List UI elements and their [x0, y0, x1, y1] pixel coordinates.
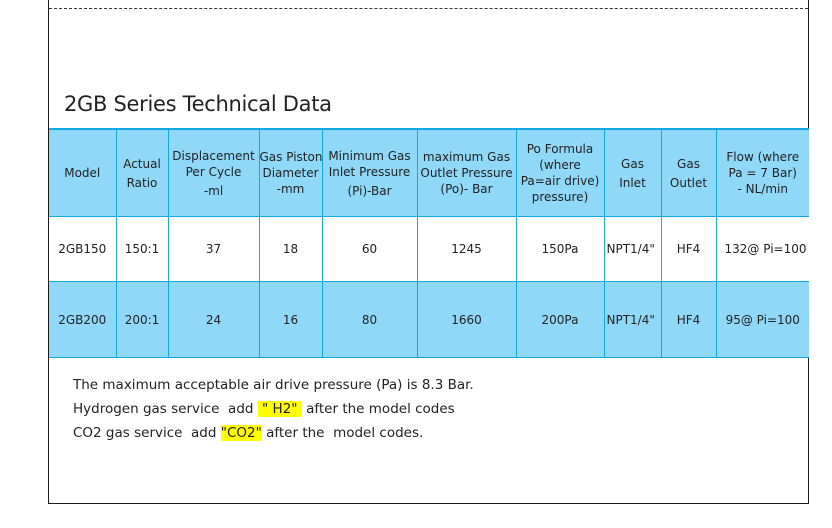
- header-piston-diameter: Gas Piston Diameter -mm: [258, 128, 323, 217]
- header-po-formula: Po Formula (where Pa=air drive) pressure…: [515, 128, 605, 217]
- header-model: Model: [49, 128, 117, 217]
- dashed-divider: [49, 8, 808, 9]
- cell-model: 2GB150: [49, 216, 117, 282]
- cell-flow: 132@ Pi=100: [715, 216, 809, 282]
- cell-min-inlet: 80: [321, 281, 418, 358]
- table-row: 2GB200 200:1 24 16 80 1660 200Pa NPT1/4"…: [49, 281, 809, 358]
- note-hydrogen-service: Hydrogen gas service add " H2" after the…: [73, 401, 455, 417]
- cell-displacement: 24: [167, 281, 260, 358]
- cell-po-formula: 200Pa: [515, 281, 605, 358]
- table-header-row: Model Actual Ratio Displacement Per Cycl…: [49, 128, 809, 217]
- header-actual-ratio: Actual Ratio: [115, 128, 169, 217]
- section-title: 2GB Series Technical Data: [64, 92, 332, 116]
- cell-model: 2GB200: [49, 281, 117, 358]
- cell-min-inlet: 60: [321, 216, 418, 282]
- cell-piston-diameter: 18: [258, 216, 323, 282]
- header-flow: Flow (where Pa = 7 Bar) - NL/min: [715, 128, 809, 217]
- cell-flow: 95@ Pi=100: [715, 281, 809, 358]
- cell-max-outlet: 1660: [416, 281, 517, 358]
- table-row: 2GB150 150:1 37 18 60 1245 150Pa NPT1/4"…: [49, 216, 809, 282]
- cell-po-formula: 150Pa: [515, 216, 605, 282]
- cell-ratio: 200:1: [115, 281, 169, 358]
- cell-gas-inlet: NPT1/4": [603, 216, 662, 282]
- cell-gas-outlet: HF4: [660, 216, 717, 282]
- note-max-drive-pressure: The maximum acceptable air drive pressur…: [73, 377, 474, 393]
- cell-piston-diameter: 16: [258, 281, 323, 358]
- header-gas-inlet: Gas Inlet: [603, 128, 662, 217]
- highlight-h2: " H2": [257, 401, 302, 417]
- note-co2-service: CO2 gas service add "CO2" after the mode…: [73, 425, 424, 441]
- cell-ratio: 150:1: [115, 216, 169, 282]
- technical-data-table: Model Actual Ratio Displacement Per Cycl…: [49, 128, 809, 358]
- header-min-inlet-pressure: Minimum Gas Inlet Pressure (Pi)-Bar: [321, 128, 418, 217]
- header-displacement: Displacement Per Cycle -ml: [167, 128, 260, 217]
- header-gas-outlet: Gas Outlet: [660, 128, 717, 217]
- notes-block: The maximum acceptable air drive pressur…: [73, 373, 474, 445]
- cell-max-outlet: 1245: [416, 216, 517, 282]
- cell-gas-inlet: NPT1/4": [603, 281, 662, 358]
- cell-displacement: 37: [167, 216, 260, 282]
- highlight-co2: "CO2": [220, 425, 262, 441]
- cell-gas-outlet: HF4: [660, 281, 717, 358]
- header-max-outlet-pressure: maximum Gas Outlet Pressure (Po)- Bar: [416, 128, 517, 217]
